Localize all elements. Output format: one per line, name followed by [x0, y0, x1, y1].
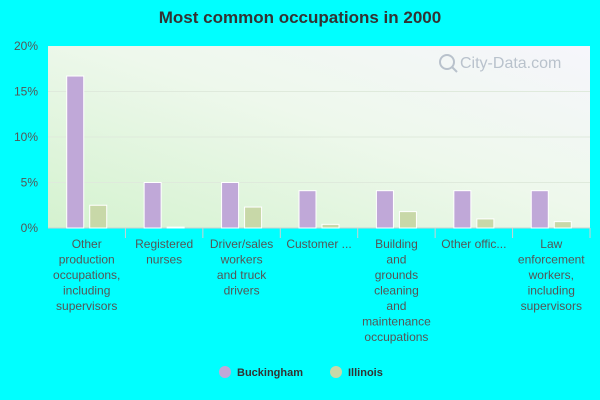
x-tick-label: Registered nurses	[135, 237, 193, 267]
legend-item-illinois[interactable]: Illinois	[330, 366, 383, 379]
bar-buckingham[interactable]	[66, 75, 85, 229]
bar-illinois[interactable]	[166, 226, 185, 229]
bar-buckingham[interactable]	[453, 190, 472, 229]
bar-illinois[interactable]	[244, 206, 263, 229]
x-tick-label: Customer ...	[286, 237, 351, 251]
bar-buckingham[interactable]	[530, 190, 549, 229]
bar-buckingham[interactable]	[298, 190, 317, 229]
bar-illinois[interactable]	[321, 223, 340, 229]
bar-illinois[interactable]	[89, 204, 108, 229]
x-tick-label: Other production occupations, including supe…	[53, 237, 120, 313]
legend-label: Buckingham	[237, 367, 303, 379]
bar-buckingham[interactable]	[143, 182, 162, 229]
magnifier-icon	[439, 54, 455, 70]
legend-item-buckingham[interactable]: Buckingham	[219, 366, 303, 379]
bar-illinois[interactable]	[476, 218, 495, 229]
y-tick-label: 10%	[14, 130, 38, 144]
bar-illinois[interactable]	[553, 221, 572, 229]
legend-label: Illinois	[348, 367, 383, 379]
x-tick-label: Building and grounds cleaning and maintenance…	[362, 237, 431, 344]
watermark-text: City-Data.com	[460, 55, 561, 72]
bar-buckingham[interactable]	[221, 182, 240, 229]
legend-swatch	[219, 366, 231, 378]
y-tick-label: 5%	[21, 176, 39, 190]
chart-title: Most common occupations in 2000	[158, 8, 442, 27]
bar-illinois[interactable]	[398, 211, 417, 229]
x-tick-label: Driver/sales workers and truck drivers	[210, 237, 273, 298]
y-tick-label: 15%	[14, 85, 38, 99]
x-tick-label: Other offic...	[441, 237, 506, 251]
y-tick-label: 20%	[14, 39, 38, 53]
watermark: City-Data.com	[439, 54, 561, 73]
x-tick-label: Law enforcement workers, including superviso…	[518, 237, 585, 313]
legend-swatch	[330, 366, 342, 378]
y-tick-label: 0%	[21, 221, 39, 235]
bar-buckingham[interactable]	[375, 190, 394, 229]
